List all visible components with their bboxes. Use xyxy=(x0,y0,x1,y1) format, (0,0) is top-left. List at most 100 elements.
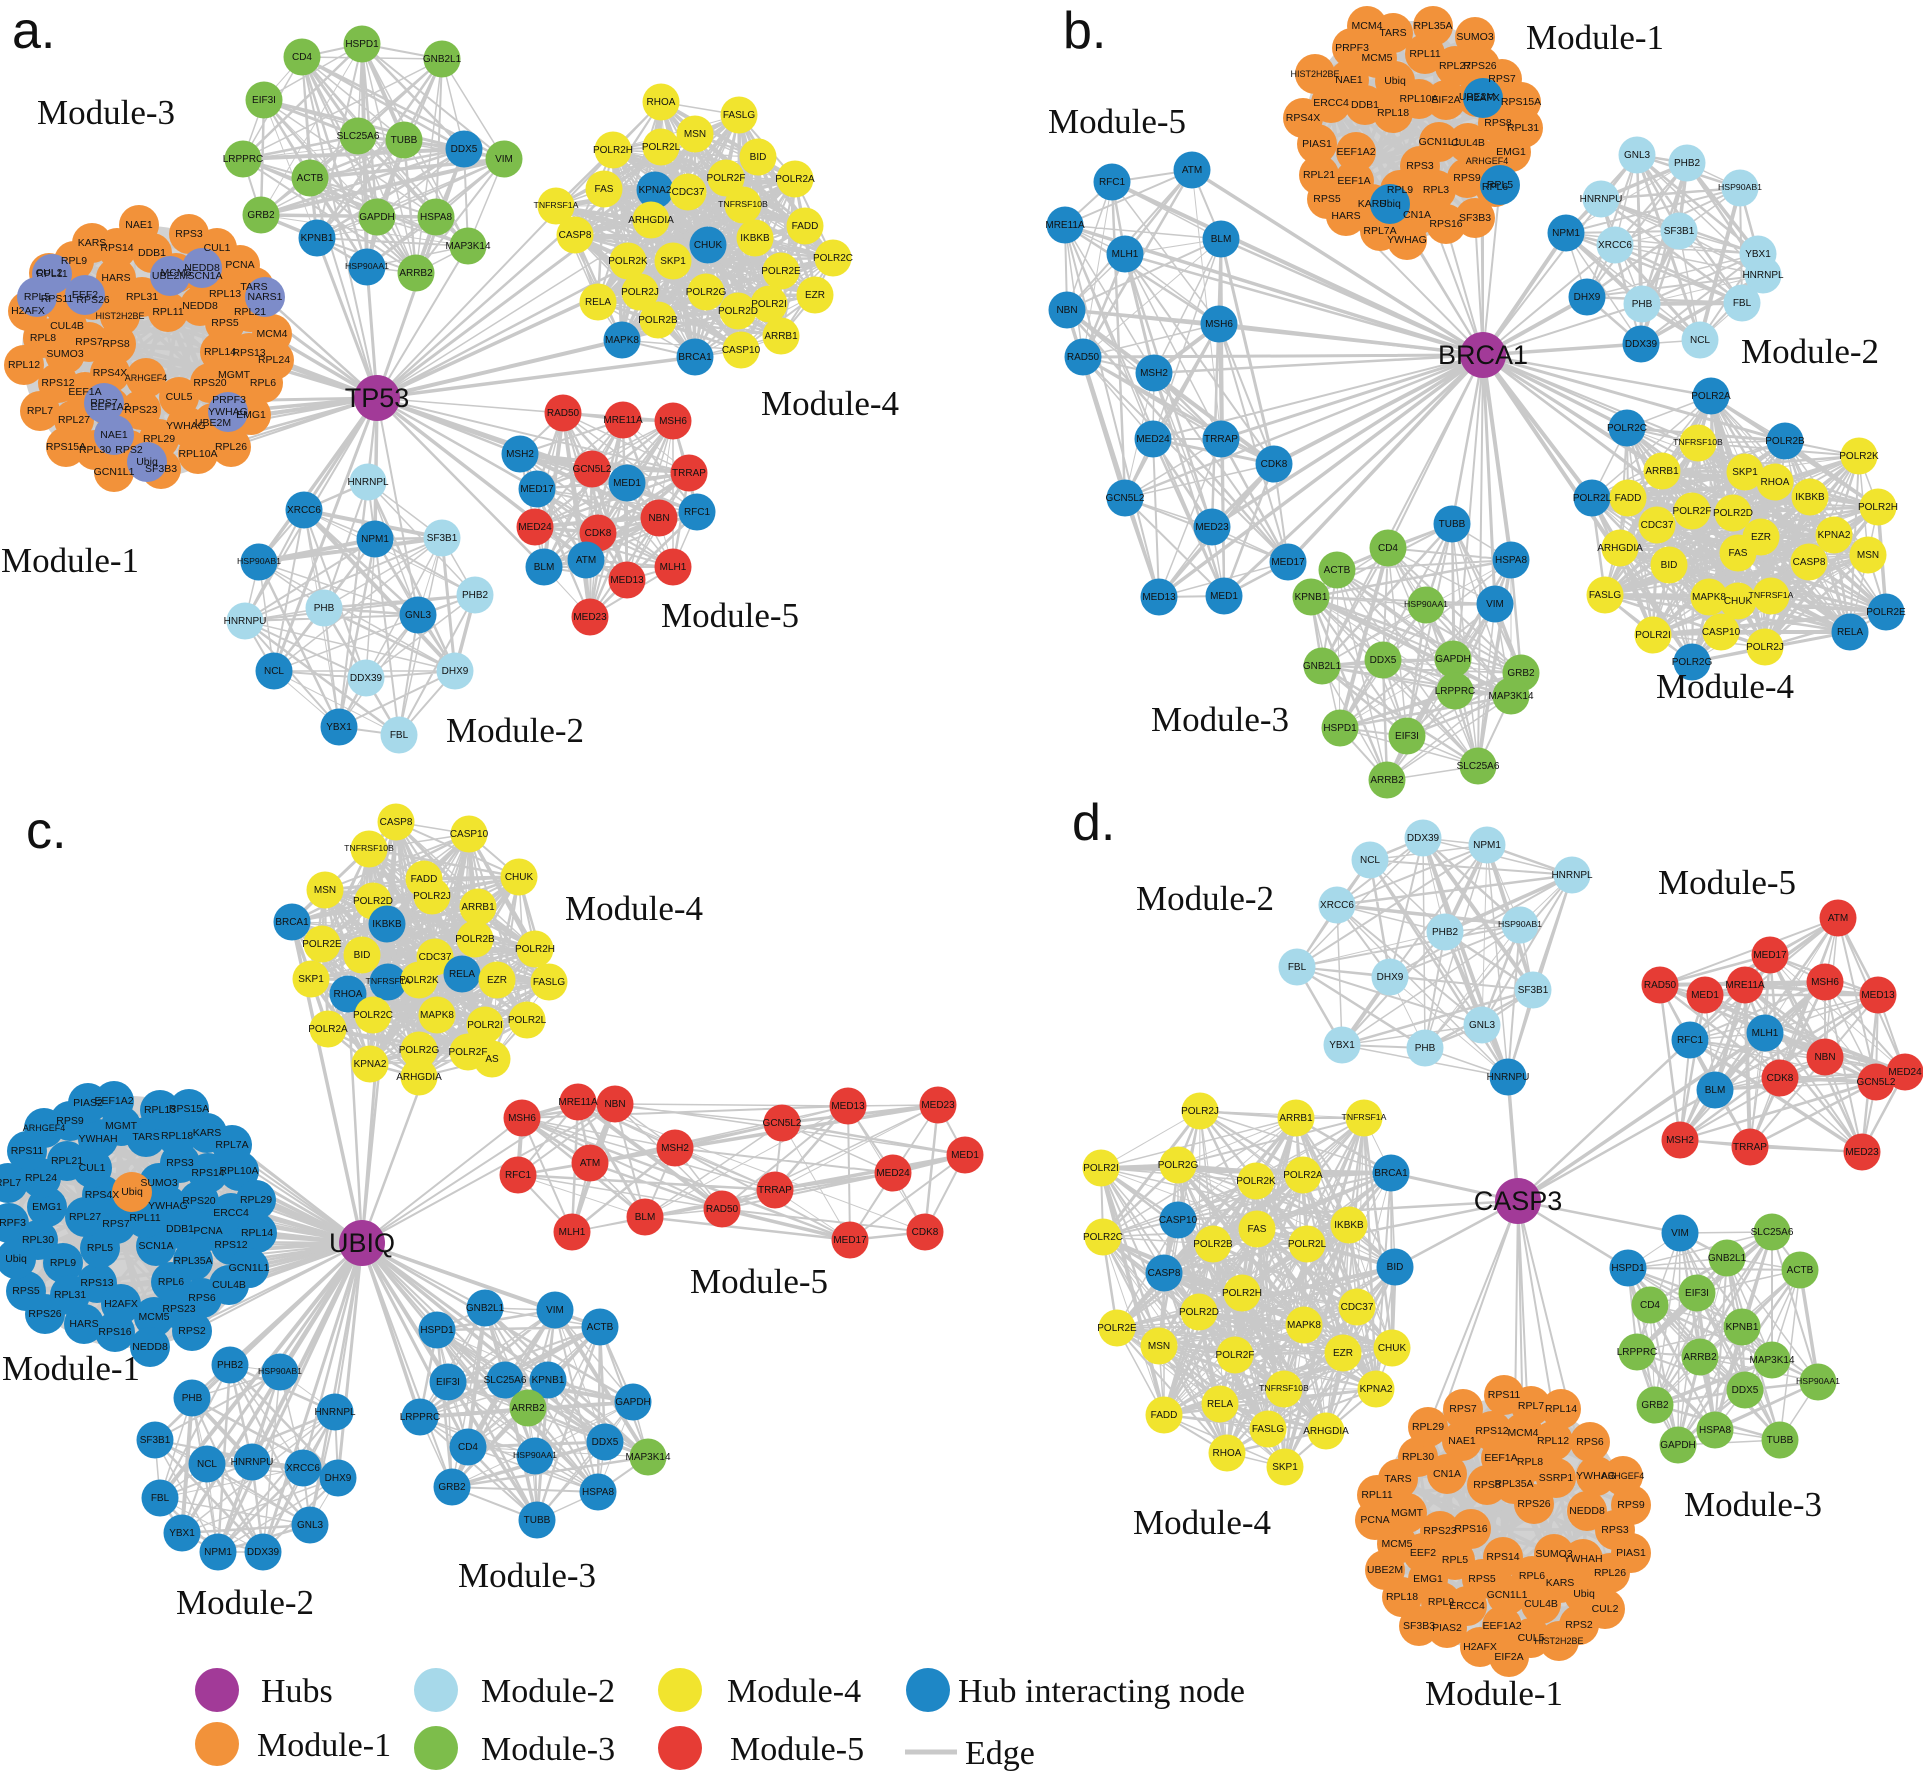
svg-text:CASP10: CASP10 xyxy=(1159,1215,1198,1226)
svg-text:BLM: BLM xyxy=(1211,234,1232,245)
svg-text:CN1A: CN1A xyxy=(1433,1468,1461,1480)
svg-text:RAD50: RAD50 xyxy=(1067,352,1100,363)
svg-text:VIM: VIM xyxy=(495,154,513,165)
svg-text:NEDD8: NEDD8 xyxy=(182,300,218,312)
svg-text:YBX1: YBX1 xyxy=(1329,1040,1355,1051)
svg-text:MAP3K14: MAP3K14 xyxy=(625,1452,670,1463)
svg-text:FASLG: FASLG xyxy=(723,110,755,121)
svg-text:TARS: TARS xyxy=(240,281,267,293)
svg-text:Ubiq: Ubiq xyxy=(121,1186,143,1198)
svg-text:MED17: MED17 xyxy=(1753,950,1787,961)
svg-text:POLR2F: POLR2F xyxy=(707,173,746,184)
svg-text:SKP1: SKP1 xyxy=(660,256,686,267)
svg-text:RPL21: RPL21 xyxy=(234,306,266,318)
svg-text:RPS2: RPS2 xyxy=(178,1325,206,1337)
svg-text:POLR2G: POLR2G xyxy=(1158,1160,1199,1171)
svg-text:MSN: MSN xyxy=(684,129,706,140)
svg-text:EIF3I: EIF3I xyxy=(436,1377,460,1388)
svg-text:Module-3: Module-3 xyxy=(481,1731,615,1768)
svg-text:RPL14: RPL14 xyxy=(204,346,236,358)
svg-text:RPS12: RPS12 xyxy=(41,377,74,389)
svg-text:GNL3: GNL3 xyxy=(1624,150,1651,161)
svg-text:HNRNPL: HNRNPL xyxy=(314,1407,356,1418)
svg-text:HNRNPL: HNRNPL xyxy=(347,477,389,488)
svg-text:RPS26: RPS26 xyxy=(76,294,109,306)
svg-text:TRRAP: TRRAP xyxy=(672,468,706,479)
svg-text:UBE2M: UBE2M xyxy=(1459,91,1495,103)
svg-text:EEF1A2: EEF1A2 xyxy=(90,401,129,413)
svg-text:Module-5: Module-5 xyxy=(661,596,799,635)
svg-text:YWHAG: YWHAG xyxy=(166,420,206,432)
svg-text:SUMO3: SUMO3 xyxy=(46,348,84,360)
svg-text:BRCA1: BRCA1 xyxy=(1438,340,1528,370)
svg-text:HSPD1: HSPD1 xyxy=(1323,723,1357,734)
svg-text:RPS9: RPS9 xyxy=(56,1115,84,1127)
svg-text:RPS26: RPS26 xyxy=(28,1308,61,1320)
svg-text:Module-3: Module-3 xyxy=(37,93,175,132)
svg-text:NBN: NBN xyxy=(604,1099,625,1110)
svg-text:BLM: BLM xyxy=(635,1212,656,1223)
svg-text:EEF1A2: EEF1A2 xyxy=(94,1095,133,1107)
svg-text:LRPPRC: LRPPRC xyxy=(1617,1347,1658,1358)
svg-text:NEDD8: NEDD8 xyxy=(1569,1505,1605,1517)
svg-text:MRE11A: MRE11A xyxy=(558,1097,598,1108)
svg-text:RPL30: RPL30 xyxy=(79,444,111,456)
svg-text:POLR2B: POLR2B xyxy=(1193,1239,1233,1250)
svg-text:KPNA2: KPNA2 xyxy=(354,1059,387,1070)
svg-text:EMG1: EMG1 xyxy=(236,409,266,421)
svg-text:NPM1: NPM1 xyxy=(1552,228,1580,239)
svg-text:GAPDH: GAPDH xyxy=(615,1397,651,1408)
svg-text:Module-4: Module-4 xyxy=(1656,667,1794,706)
svg-text:DDB1: DDB1 xyxy=(166,1223,194,1235)
svg-text:HSP90AA1: HSP90AA1 xyxy=(1404,599,1448,609)
svg-text:d.: d. xyxy=(1072,794,1115,852)
svg-text:ARRB2: ARRB2 xyxy=(1370,775,1404,786)
svg-text:RPS7: RPS7 xyxy=(75,336,103,348)
svg-text:KPNB1: KPNB1 xyxy=(301,233,334,244)
svg-text:ERCC4: ERCC4 xyxy=(1313,97,1349,109)
svg-text:NBN: NBN xyxy=(1814,1052,1835,1063)
svg-text:c.: c. xyxy=(26,802,66,860)
svg-text:MED13: MED13 xyxy=(610,575,644,586)
svg-text:IKBKB: IKBKB xyxy=(372,919,402,930)
svg-text:RPL7: RPL7 xyxy=(27,405,53,417)
svg-text:TRRAP: TRRAP xyxy=(1733,1142,1767,1153)
svg-text:KPNB1: KPNB1 xyxy=(1726,1322,1759,1333)
svg-text:MAPK8: MAPK8 xyxy=(420,1010,454,1021)
svg-text:MED17: MED17 xyxy=(833,1235,867,1246)
svg-text:SF3B1: SF3B1 xyxy=(1518,985,1549,996)
svg-text:PHB2: PHB2 xyxy=(462,590,489,601)
svg-text:UBE2M: UBE2M xyxy=(195,417,231,429)
svg-text:a.: a. xyxy=(12,2,55,60)
svg-text:POLR2J: POLR2J xyxy=(621,287,659,298)
svg-text:ARHGDIA: ARHGDIA xyxy=(396,1072,442,1083)
svg-text:RPS16: RPS16 xyxy=(1429,218,1462,230)
svg-text:H2AFX: H2AFX xyxy=(11,305,45,317)
svg-text:PCNA: PCNA xyxy=(193,1225,222,1237)
svg-text:Hub interacting node: Hub interacting node xyxy=(958,1673,1245,1710)
svg-text:TNFRSF1A: TNFRSF1A xyxy=(1342,1112,1387,1122)
svg-text:MCM4: MCM4 xyxy=(1352,20,1383,32)
svg-text:SLC25A6: SLC25A6 xyxy=(1457,761,1500,772)
svg-text:MAP3K14: MAP3K14 xyxy=(445,241,490,252)
svg-text:HSP90AB1: HSP90AB1 xyxy=(1498,919,1542,929)
svg-text:SKP1: SKP1 xyxy=(1272,1462,1298,1473)
svg-text:CASP10: CASP10 xyxy=(1702,627,1741,638)
svg-text:Module-2: Module-2 xyxy=(176,1583,314,1622)
svg-text:RPS5: RPS5 xyxy=(211,317,239,329)
svg-text:GAPDH: GAPDH xyxy=(1435,654,1471,665)
svg-text:MSH6: MSH6 xyxy=(1811,977,1839,988)
svg-text:MRE11A: MRE11A xyxy=(1725,980,1765,991)
svg-text:MAPK8: MAPK8 xyxy=(1287,1320,1321,1331)
svg-text:MED24: MED24 xyxy=(1136,434,1170,445)
svg-text:MED17: MED17 xyxy=(1271,557,1305,568)
svg-text:RPS13: RPS13 xyxy=(232,347,265,359)
svg-text:RPS12: RPS12 xyxy=(1475,1425,1508,1437)
svg-text:ARHGDIA: ARHGDIA xyxy=(628,215,674,226)
svg-text:TARS: TARS xyxy=(1379,27,1406,39)
svg-text:CDK8: CDK8 xyxy=(1261,459,1288,470)
svg-text:HSP90AA1: HSP90AA1 xyxy=(513,1450,557,1460)
svg-text:RPL26: RPL26 xyxy=(215,441,247,453)
svg-text:NAE1: NAE1 xyxy=(1448,1435,1476,1447)
svg-text:HNRNPU: HNRNPU xyxy=(1487,1072,1530,1083)
